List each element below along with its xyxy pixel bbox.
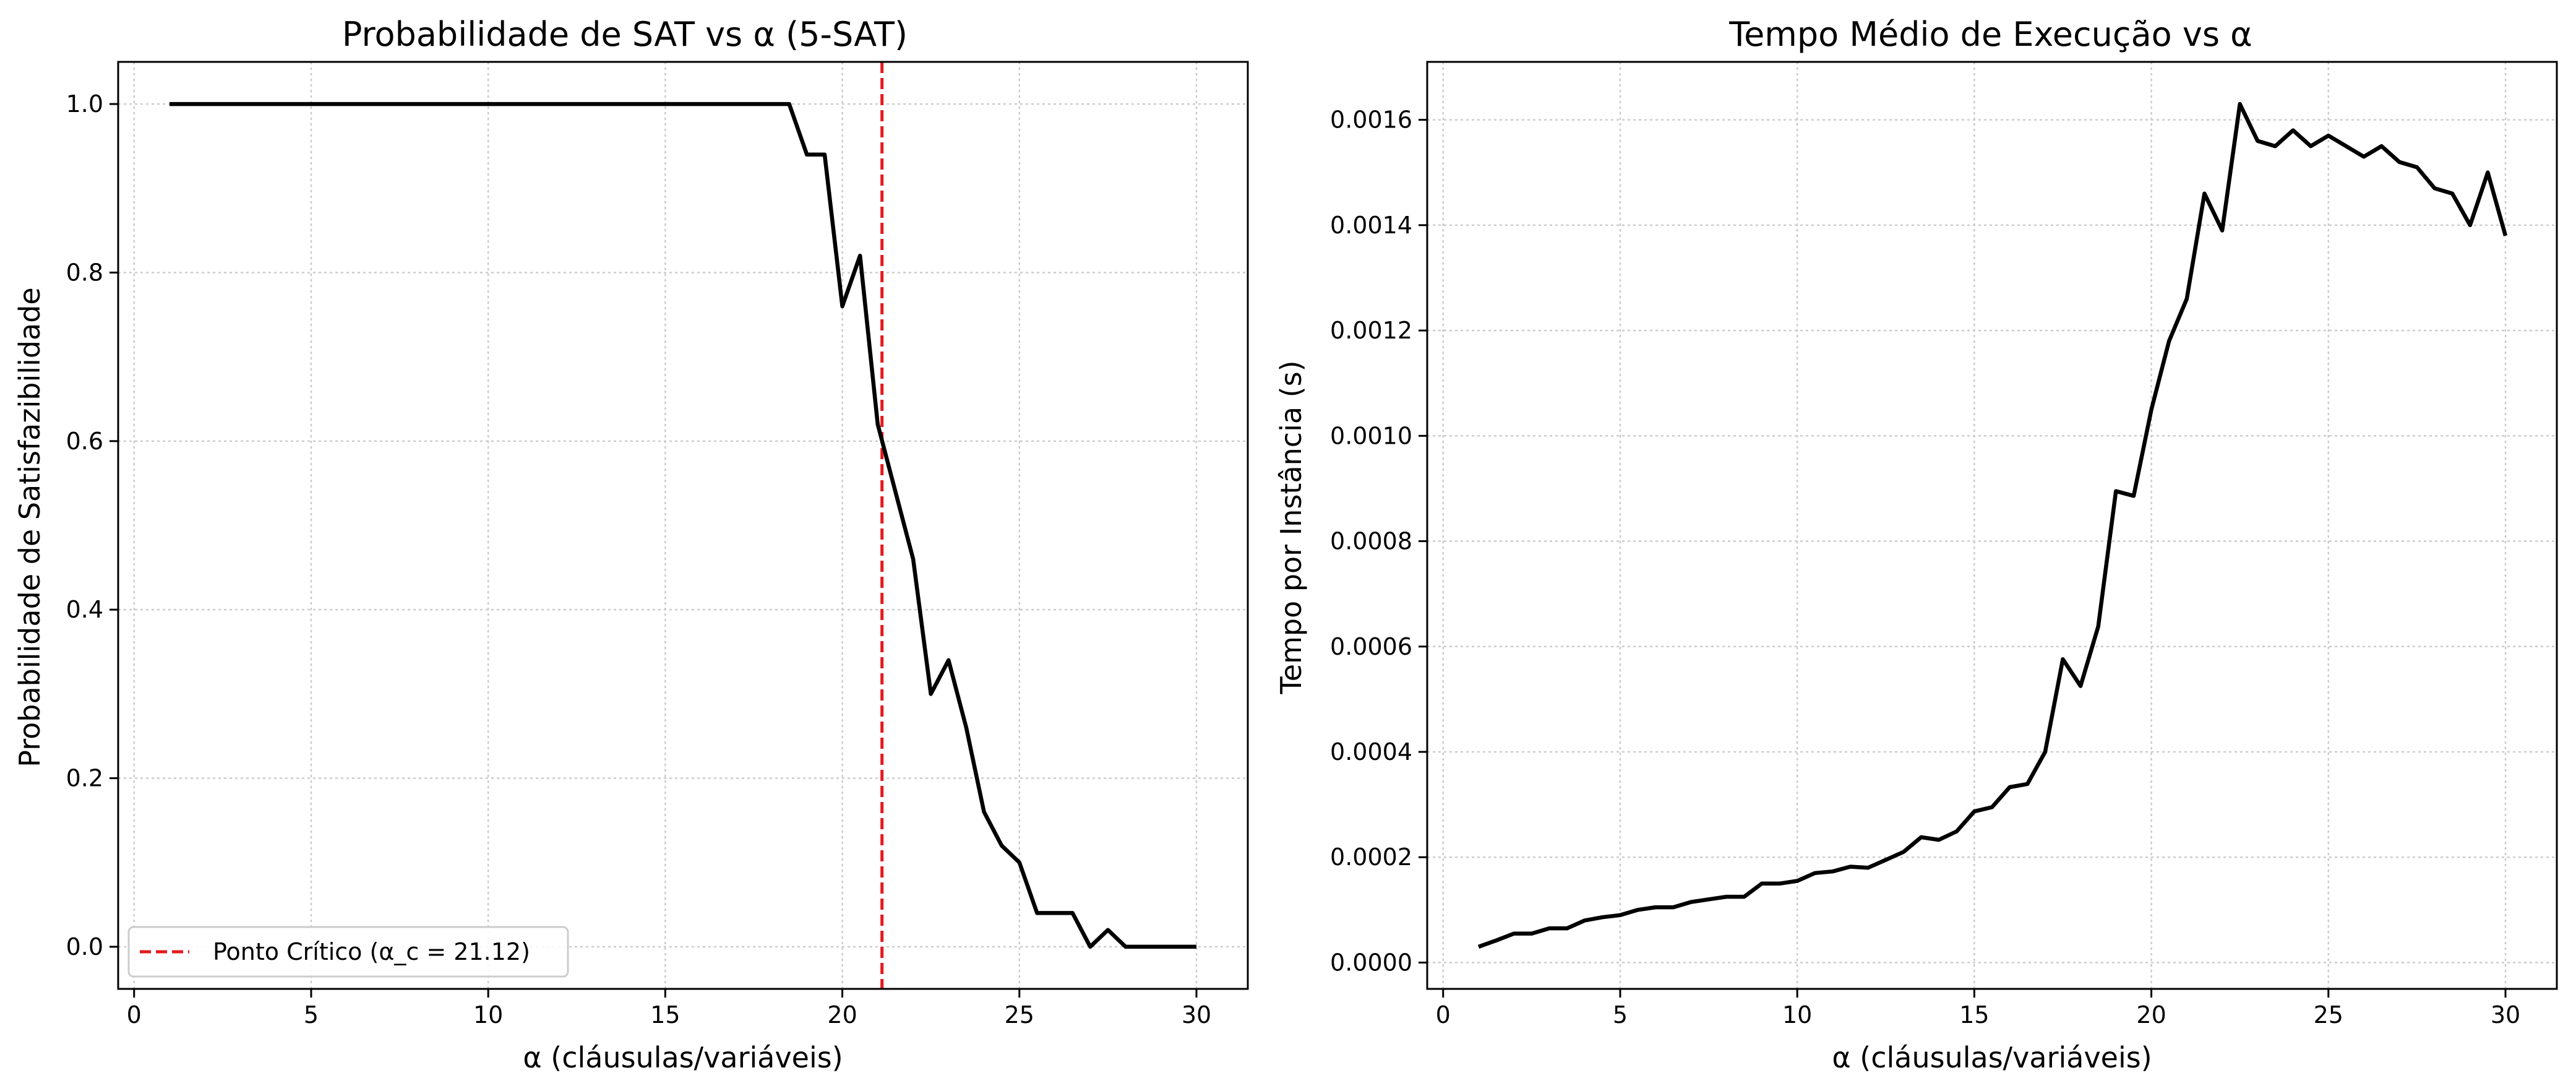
right-y-tick-label: 0.0004 <box>1330 738 1412 765</box>
right-x-tick-label: 20 <box>2136 1001 2166 1028</box>
left-x-tick-label: 10 <box>473 1001 503 1028</box>
right-y-tick-label: 0.0010 <box>1330 422 1412 449</box>
legend-box <box>127 926 569 978</box>
right-y-tick-label: 0.0012 <box>1330 317 1412 344</box>
right-x-axis-label: α (cláusulas/variáveis) <box>1832 1041 2152 1074</box>
right-x-tick-label: 0 <box>1436 1001 1451 1028</box>
left-x-ticks: 0 5 10 15 20 25 30 <box>127 989 1211 1028</box>
left-series-group <box>170 101 1196 949</box>
left-y-tick-label: 0.4 <box>66 596 103 623</box>
right-y-ticks: 0.0000 0.0002 0.0004 0.0006 0.0008 0.0010 0.00… <box>1330 106 1427 976</box>
right-series-group <box>1477 101 2508 949</box>
right-y-tick-label: 0.0008 <box>1330 528 1412 555</box>
left-chart-title: Probabilidade de SAT vs α (5-SAT) <box>342 15 908 54</box>
left-y-ticks: 0.0 0.2 0.4 0.6 0.8 1.0 <box>66 90 118 960</box>
right-chart-title: Tempo Médio de Execução vs α <box>1728 15 2252 54</box>
legend-label-reference-line: Ponto Crítico (α_c = 21.12) <box>213 938 530 965</box>
left-y-tick-label: 0.6 <box>66 428 103 455</box>
left-x-axis-label: α (cláusulas/variáveis) <box>523 1041 843 1074</box>
left-y-tick-label: 0.8 <box>66 259 103 286</box>
left-y-tick-label: 0.0 <box>66 933 103 960</box>
left-plot-frame <box>117 61 1249 990</box>
right-y-tick-label: 0.0016 <box>1330 106 1412 134</box>
right-y-tick-label: 0.0000 <box>1330 949 1412 976</box>
left-y-tick-label: 1.0 <box>66 90 103 118</box>
right-x-ticks: 0 5 10 15 20 25 30 <box>1436 989 2520 1028</box>
right-plot-frame <box>1426 61 2558 990</box>
left-x-tick-label: 30 <box>1182 1001 1211 1028</box>
sat-probability-chart: 0 5 10 15 20 25 30 0.0 0.2 0.4 0.6 0.8 1.0 Probabil… <box>13 15 1249 1074</box>
left-x-tick-label: 25 <box>1005 1001 1034 1028</box>
right-x-tick-label: 5 <box>1613 1001 1628 1028</box>
execution-time-chart: 0 5 10 15 20 25 30 0.00000.00020.00040.00060.0… <box>1274 15 2558 1074</box>
right-x-tick-label: 30 <box>2491 1001 2520 1028</box>
left-x-tick-label: 5 <box>304 1001 319 1028</box>
left-series-line <box>170 101 1196 949</box>
left-legend: Ponto Crítico (α_c = 21.12) <box>127 926 569 978</box>
right-y-tick-label: 0.0014 <box>1330 212 1412 239</box>
right-series-line <box>1477 101 2508 949</box>
right-y-tick-label: 0.0002 <box>1330 843 1412 871</box>
left-y-axis-label: Probabilidade de Satisfazibilidade <box>13 287 46 767</box>
left-x-tick-label: 0 <box>127 1001 142 1028</box>
left-x-tick-label: 15 <box>650 1001 680 1028</box>
right-x-tick-label: 25 <box>2314 1001 2343 1028</box>
right-grid <box>1427 62 2557 989</box>
right-y-tick-label: 0.0006 <box>1330 633 1412 660</box>
right-x-tick-label: 10 <box>1782 1001 1812 1028</box>
left-x-tick-label: 20 <box>827 1001 857 1028</box>
right-x-tick-label: 15 <box>1959 1001 1989 1028</box>
left-y-tick-label: 0.2 <box>66 765 103 792</box>
right-y-axis-label: Tempo por Instância (s) <box>1274 360 1308 694</box>
